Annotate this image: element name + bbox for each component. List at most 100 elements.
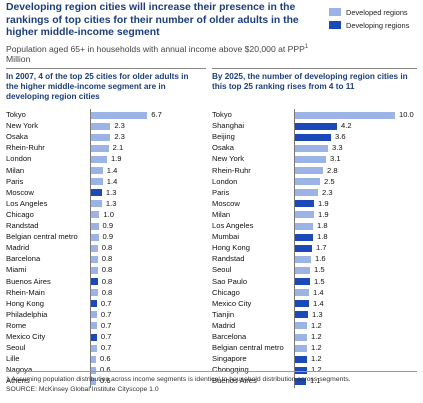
- category-label: Seoul: [6, 343, 26, 353]
- value-label: 2.8: [327, 165, 338, 175]
- value-label: 1.8: [317, 232, 328, 242]
- category-label: Moscow: [6, 187, 34, 197]
- value-label: 1.4: [313, 287, 324, 297]
- value-label: 1.2: [311, 365, 322, 375]
- bar: [295, 311, 308, 319]
- category-label: Beijing: [212, 132, 235, 142]
- subtitle-unit: Million: [6, 54, 31, 65]
- value-label: 1.8: [317, 221, 328, 230]
- category-label: Sao Paulo: [212, 276, 248, 286]
- bar: [295, 155, 326, 163]
- bar: [295, 211, 314, 219]
- category-label: Los Angeles: [212, 221, 254, 230]
- bar: [91, 311, 97, 319]
- value-label: 1.3: [312, 309, 323, 319]
- source-note: SOURCE: McKinsey Global Institute Citysc…: [6, 386, 159, 393]
- chart-subtitle: Population aged 65+ in households with a…: [6, 42, 366, 65]
- value-label: 0.9: [102, 232, 114, 242]
- category-label: Tokyo: [6, 110, 26, 119]
- bar: [91, 200, 102, 208]
- category-label: Rhein-Ruhr: [212, 165, 251, 175]
- bar: [295, 333, 307, 341]
- bar: [295, 200, 314, 208]
- category-label: Randstad: [6, 221, 39, 230]
- category-label: Shanghai: [212, 121, 245, 131]
- bar: [91, 122, 111, 130]
- bar: [91, 322, 97, 330]
- category-label: Rhein-Main: [6, 287, 45, 297]
- value-label: 1.9: [318, 198, 329, 208]
- category-label: Madrid: [6, 243, 30, 253]
- bar: [91, 144, 109, 152]
- category-label: Seoul: [212, 265, 232, 275]
- value-label: 1.9: [318, 209, 329, 219]
- value-label: 1.2: [311, 320, 322, 330]
- value-label: 0.6: [100, 376, 111, 386]
- value-label: 0.8: [101, 254, 113, 264]
- legend-item-developing: Developing regions: [329, 19, 423, 31]
- value-label: 0.7: [100, 343, 112, 353]
- category-label: Los Angeles: [6, 198, 48, 208]
- category-label: Buenos Aires: [6, 276, 51, 286]
- category-label: Singapore: [212, 354, 247, 364]
- value-label: 2.1: [112, 143, 124, 153]
- bar: [91, 289, 98, 297]
- value-label: 0.8: [101, 265, 113, 275]
- panel-2007-heading: In 2007, 4 of the top 25 cities for olde…: [6, 72, 189, 101]
- bar: [295, 377, 306, 385]
- value-label: 1.2: [311, 332, 322, 341]
- value-label: 1.4: [313, 298, 324, 308]
- bar: [91, 155, 107, 163]
- category-label: Milan: [6, 165, 25, 175]
- value-label: 0.7: [100, 320, 112, 330]
- legend: Developed regions Developing regions: [329, 6, 423, 32]
- value-label: 0.8: [101, 276, 113, 286]
- category-label: Tokyo: [212, 110, 232, 119]
- category-label: Milan: [212, 209, 231, 219]
- value-label: 2.3: [114, 121, 125, 131]
- value-label: 0.8: [101, 243, 113, 253]
- bar: [91, 111, 148, 119]
- bar: [91, 266, 98, 274]
- legend-swatch-developed: [329, 8, 341, 16]
- bar: [91, 167, 103, 174]
- category-label: Buenos Aires: [212, 376, 257, 386]
- category-label: Philadelphia: [6, 309, 48, 319]
- panel-2025-rule: [212, 68, 417, 69]
- category-label: London: [212, 176, 238, 186]
- bar: [295, 189, 318, 197]
- value-label: 1.5: [314, 276, 325, 286]
- subtitle-text: Population aged 65+ in households with a…: [6, 43, 305, 54]
- legend-item-developed: Developed regions: [329, 6, 423, 18]
- legend-label-developing: Developing regions: [346, 20, 410, 30]
- category-label: Mexico City: [212, 298, 252, 308]
- bar: [91, 222, 99, 230]
- category-label: Chicago: [212, 287, 240, 297]
- value-label: 1.2: [311, 354, 322, 364]
- value-label: 1.5: [314, 265, 325, 275]
- legend-swatch-developing: [329, 21, 341, 29]
- bar: [295, 111, 395, 119]
- value-label: 3.3: [332, 143, 343, 153]
- value-label: 0.6: [100, 354, 111, 364]
- panel-2025-heading: By 2025, the number of developing region…: [212, 72, 408, 91]
- category-label: Hong Kong: [6, 298, 44, 308]
- category-label: Miami: [6, 265, 27, 275]
- panel-2007-rule: [6, 68, 206, 69]
- category-label: Lille: [6, 354, 20, 364]
- category-label: Belgian central metro: [212, 343, 284, 353]
- bar: [295, 222, 313, 230]
- category-label: Madrid: [212, 320, 236, 330]
- bar: [295, 244, 312, 252]
- category-label: Rhein-Ruhr: [6, 143, 45, 153]
- category-label: Belgian central metro: [6, 232, 78, 242]
- category-label: Tianjin: [212, 309, 235, 319]
- value-label: 1.0: [103, 209, 114, 219]
- value-label: 0.8: [101, 287, 113, 297]
- subtitle-footnote-marker: 1: [304, 44, 309, 50]
- value-label: 10.0: [399, 110, 414, 119]
- bar: [91, 244, 98, 252]
- bar: [91, 133, 111, 141]
- category-label: Nagoya: [6, 365, 33, 375]
- category-label: Barcelona: [212, 332, 247, 341]
